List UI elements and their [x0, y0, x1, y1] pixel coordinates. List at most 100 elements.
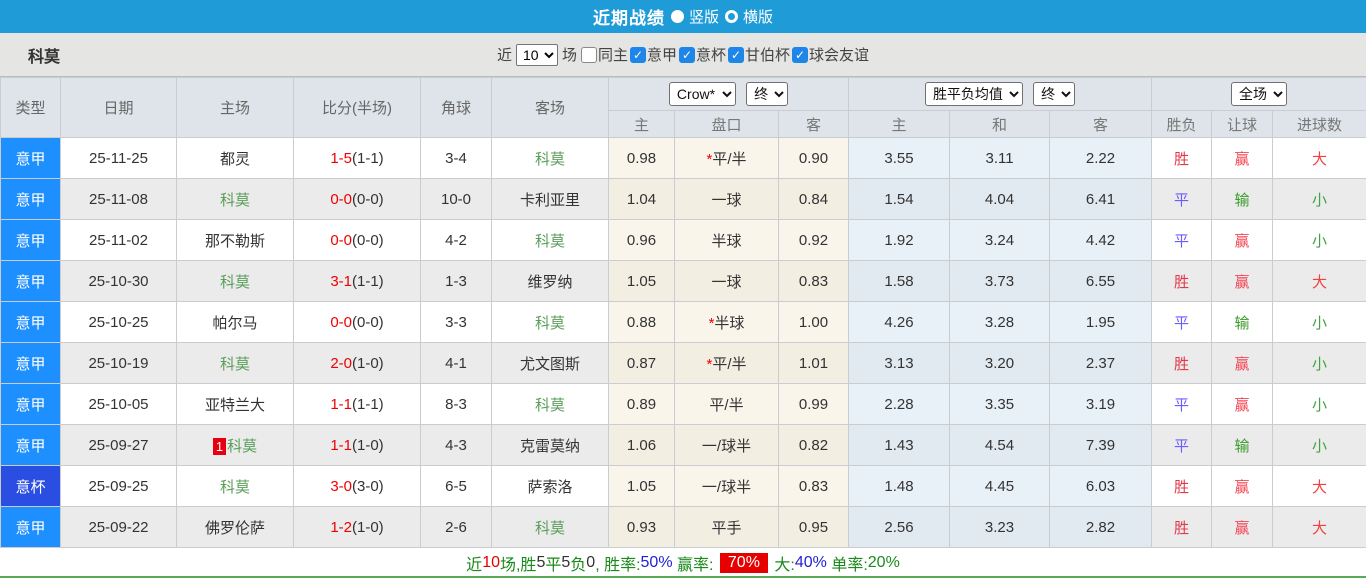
away-odds-cell: 1.01	[777, 342, 850, 384]
checkbox-label: 球会友谊	[809, 47, 870, 64]
corners-cell: 4-1	[420, 342, 492, 384]
home-odds-cell: 1.05	[608, 260, 675, 302]
odds-company-select[interactable]: Crow*	[668, 82, 736, 106]
filter-checkbox-item: ✓ 甘伯杯	[728, 44, 790, 65]
wdl-cell: 胜	[1151, 260, 1213, 302]
checkbox-unchecked-icon[interactable]	[580, 46, 597, 63]
away-team-cell: 维罗纳	[491, 260, 609, 302]
home-team-name: 科莫	[219, 355, 250, 373]
handicap-result-cell: 赢	[1211, 260, 1274, 302]
wdl-cell: 胜	[1151, 465, 1213, 507]
avg-away-cell: 7.39	[1049, 424, 1153, 466]
fulltime-score: 3-1	[330, 272, 352, 290]
filter-bar: 科莫 近 10 场 同主 ✓ 意甲 ✓ 意杯 ✓ 甘伯杯 ✓ 球会友谊	[0, 33, 1366, 77]
away-team-cell: 科莫	[491, 506, 609, 548]
halftime-score: (0-0)	[352, 190, 384, 208]
checkbox-checked-icon[interactable]: ✓	[792, 46, 809, 63]
avg-away-cell: 2.22	[1049, 137, 1153, 179]
layout-radio-vertical[interactable]: 竖版	[670, 6, 719, 27]
avg-draw-cell: 4.04	[949, 178, 1051, 220]
sub-header-odds-away: 客	[777, 110, 850, 138]
col-header-away: 客场	[491, 77, 609, 138]
avg-away-cell: 4.42	[1049, 219, 1153, 261]
score-cell: 0-0(0-0)	[293, 178, 421, 220]
recent-count-select[interactable]: 10	[515, 43, 558, 66]
checkbox-label: 意甲	[646, 47, 677, 64]
halftime-score: (1-0)	[352, 518, 384, 536]
away-team-name: 萨索洛	[527, 478, 573, 496]
date-cell: 25-11-25	[60, 137, 177, 179]
results-table: 类型 日期 主场 比分(半场) 角球 客场 Crow* 终 胜平负均值 终 全场	[0, 77, 1366, 548]
results-body: 意甲 25-11-25 都灵 1-5(1-1) 3-4 科莫 0.98 *平/半 0.90 3.5…	[0, 137, 1366, 548]
type-cell: 意杯	[0, 465, 61, 507]
home-odds-cell: 0.89	[608, 383, 675, 425]
radio-selected-icon[interactable]	[670, 10, 684, 23]
checkbox-checked-icon[interactable]: ✓	[728, 46, 745, 63]
table-row: 意甲 25-10-30 科莫 3-1(1-1) 1-3 维罗纳 1.05 一球 0.83 1.58…	[0, 260, 1366, 302]
handicap-cell: *平/半	[674, 342, 779, 384]
checkbox-checked-icon[interactable]: ✓	[629, 46, 646, 63]
table-row: 意甲 25-09-27 1 科莫 1-1(1-0) 4-3 克雷莫纳 1.06 一/球半 0.82…	[0, 424, 1366, 466]
handicap-cell: *平/半	[674, 137, 779, 179]
avg-draw-cell: 3.28	[949, 301, 1051, 343]
type-cell: 意甲	[0, 260, 61, 302]
goals-cell: 大	[1272, 137, 1366, 179]
handicap-star-icon: *	[706, 150, 713, 168]
summary-segment: 0	[586, 554, 596, 571]
handicap-cell: 半球	[674, 219, 779, 261]
handicap-result-cell: 赢	[1211, 137, 1274, 179]
sub-header-handicap-result: 让球	[1211, 110, 1274, 138]
sub-header-wdl: 胜负	[1151, 110, 1213, 138]
layout-radio-horizontal[interactable]: 横版	[725, 6, 773, 27]
score-cell: 0-0(0-0)	[293, 301, 421, 343]
away-team-cell: 科莫	[491, 301, 609, 343]
scope-select[interactable]: 全场	[1231, 82, 1288, 106]
halftime-score: (1-1)	[352, 395, 384, 413]
home-team-cell: 科莫	[176, 260, 294, 302]
away-team-cell: 萨索洛	[491, 465, 609, 507]
col-header-score: 比分(半场)	[293, 77, 421, 138]
corners-cell: 2-6	[420, 506, 492, 548]
avg-time-select[interactable]: 终	[1033, 82, 1076, 106]
goals-cell: 小	[1272, 219, 1366, 261]
halftime-score: (1-0)	[352, 436, 384, 454]
radio-unselected-icon[interactable]	[725, 10, 738, 23]
away-team-name: 克雷莫纳	[519, 437, 580, 455]
handicap-cell: 一/球半	[674, 424, 779, 466]
red-number-badge: 1	[212, 437, 227, 455]
table-row: 意甲 25-09-22 佛罗伦萨 1-2(1-0) 2-6 科莫 0.93 平手 0.95 2.5…	[0, 506, 1366, 548]
score-cell: 0-0(0-0)	[293, 219, 421, 261]
away-team-cell: 科莫	[491, 383, 609, 425]
avg-away-cell: 1.95	[1049, 301, 1153, 343]
away-team-name: 科莫	[534, 232, 565, 250]
wdl-cell: 平	[1151, 178, 1213, 220]
home-team-name: 都灵	[219, 150, 250, 168]
avg-draw-cell: 3.23	[949, 506, 1051, 548]
home-team-cell: 都灵	[176, 137, 294, 179]
summary-segment: 单率:	[826, 557, 868, 574]
avg-home-cell: 1.58	[848, 260, 951, 302]
sub-header-avg-home: 主	[848, 110, 951, 138]
matches-label: 场	[561, 47, 577, 64]
away-odds-cell: 0.95	[777, 506, 850, 548]
away-team-name: 卡利亚里	[519, 191, 580, 209]
win-rate-badge: 70%	[719, 553, 768, 573]
score-cell: 1-5(1-1)	[293, 137, 421, 179]
type-cell: 意甲	[0, 383, 61, 425]
avg-home-cell: 2.28	[848, 383, 951, 425]
score-cell: 1-1(1-0)	[293, 424, 421, 466]
wdl-cell: 平	[1151, 301, 1213, 343]
home-team-cell: 佛罗伦萨	[176, 506, 294, 548]
fulltime-score: 0-0	[330, 190, 352, 208]
corners-cell: 1-3	[420, 260, 492, 302]
avg-name-select[interactable]: 胜平负均值	[924, 82, 1023, 106]
home-team-cell: 那不勒斯	[176, 219, 294, 261]
odds-time-select[interactable]: 终	[746, 82, 789, 106]
type-cell: 意甲	[0, 342, 61, 384]
home-team-name: 佛罗伦萨	[204, 519, 265, 537]
fulltime-score: 2-0	[330, 354, 352, 372]
checkbox-checked-icon[interactable]: ✓	[679, 46, 695, 63]
date-cell: 25-09-27	[60, 424, 177, 466]
away-team-cell: 尤文图斯	[491, 342, 609, 384]
